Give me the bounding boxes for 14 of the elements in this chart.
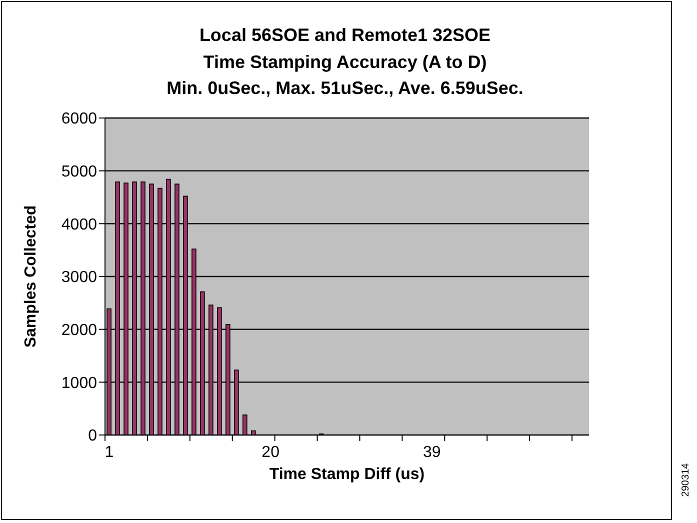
y-tick-label: 4000 (61, 216, 98, 234)
x-tick-label: 1 (104, 444, 114, 461)
y-tick-label: 1000 (61, 374, 98, 392)
x-tick-label: 20 (262, 444, 280, 461)
y-tick-label: 3000 (61, 269, 98, 286)
y-axis-title: Samples Collected (22, 205, 40, 348)
x-axis-title: Time Stamp Diff (us) (269, 466, 425, 483)
y-tick-label: 6000 (61, 110, 98, 128)
y-tick-label: 2000 (61, 322, 98, 340)
y-tick-label: 5000 (61, 164, 98, 181)
chart-title: Local 56SOE and Remote1 32SOE Time Stamping Accuracy (A to D) Min. 0uSec., Max. 51uSec., Ave. 6.59uSec. (166, 24, 524, 100)
x-tick-label: 39 (423, 444, 441, 461)
text: 290314 (680, 463, 692, 497)
y-tick-label: 0 (88, 428, 98, 445)
